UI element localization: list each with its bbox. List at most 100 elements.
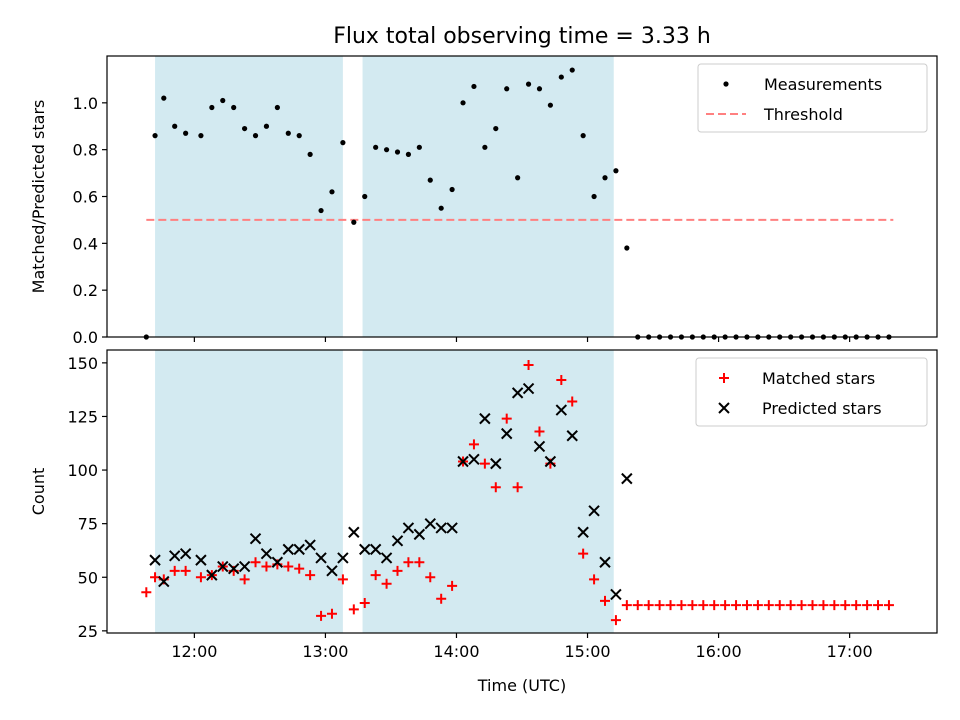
measurement-point	[536, 86, 543, 92]
matched-star-point	[687, 600, 698, 611]
matched-star-point	[774, 600, 785, 611]
predicted-star-point	[621, 472, 633, 485]
matched-star-point	[632, 600, 643, 611]
x-tick-label: 13:00	[302, 642, 348, 661]
measurement-point	[602, 175, 608, 181]
matched-star-point	[807, 600, 818, 611]
matched-star-point	[589, 574, 600, 585]
predicted-star-point	[566, 430, 578, 442]
predicted-star-point	[348, 526, 360, 538]
predicted-star-point	[249, 532, 262, 545]
matched-star-point	[818, 600, 829, 611]
measurement-point	[263, 123, 270, 129]
matched-star-point	[741, 600, 752, 611]
measurement-point	[296, 133, 302, 139]
matched-star-point	[392, 565, 403, 576]
legend-label: Measurements	[764, 75, 882, 94]
matched-star-point	[731, 600, 742, 611]
measurement-point	[362, 193, 368, 200]
measurement-point	[394, 149, 401, 155]
predicted-star-point	[490, 457, 502, 470]
matched-star-point	[501, 413, 512, 424]
matched-star-point	[425, 572, 436, 583]
predicted-star-point	[391, 535, 404, 547]
measurement-point	[460, 100, 466, 106]
matched-star-point	[785, 600, 796, 611]
measurement-point	[482, 144, 488, 150]
matched-star-point	[195, 572, 206, 583]
x-tick-label: 15:00	[564, 642, 610, 661]
matched-star-point	[337, 574, 348, 585]
matched-star-point	[567, 396, 578, 407]
predicted-star-point	[588, 505, 600, 517]
predicted-star-point	[446, 522, 458, 534]
matched-star-point	[359, 597, 370, 608]
matched-star-point	[709, 600, 720, 611]
observing-window-band	[155, 350, 343, 633]
predicted-star-point	[149, 554, 161, 566]
measurement-point	[172, 123, 178, 129]
matched-star-point	[305, 570, 316, 581]
measurement-point	[285, 130, 291, 136]
predicted-star-point	[359, 543, 371, 556]
y-tick-label: 75	[78, 515, 98, 534]
legend-marker-predicted	[718, 402, 730, 414]
predicted-star-point	[555, 404, 568, 416]
predicted-star-point	[369, 543, 382, 556]
y-tick-label: 0.2	[73, 281, 98, 300]
measurement-point	[569, 67, 575, 73]
chart-title: Flux total observing time = 3.33 h	[333, 24, 711, 49]
matched-star-point	[370, 570, 381, 581]
predicted-star-point	[599, 556, 611, 568]
y-tick-label: 25	[78, 622, 98, 641]
y-tick-label: 150	[67, 354, 98, 373]
matched-star-point	[676, 600, 687, 611]
predicted-star-point	[227, 562, 240, 575]
y-tick-label: 0.6	[73, 188, 98, 207]
matched-star-point	[447, 580, 458, 591]
legend-label: Predicted stars	[762, 399, 882, 418]
predicted-star-point	[424, 517, 436, 530]
measurement-point	[340, 140, 346, 146]
x-tick-label: 17:00	[827, 642, 873, 661]
matched-star-point	[348, 604, 359, 615]
measurement-point	[242, 125, 248, 132]
legend: Matched stars Predicted stars	[695, 357, 928, 427]
matched-star-point	[763, 600, 774, 611]
measurement-point	[329, 189, 335, 195]
matched-star-point	[654, 600, 665, 611]
matched-star-point	[600, 595, 610, 606]
predicted-star-point	[238, 560, 251, 573]
measurement-point	[471, 83, 477, 90]
predicted-star-point	[326, 565, 338, 577]
legend-label: Threshold	[763, 105, 843, 124]
matched-star-point	[141, 587, 152, 598]
matched-star-point	[665, 600, 676, 611]
legend: Measurements Threshold	[697, 63, 928, 133]
measurement-point	[209, 104, 215, 111]
measurement-point	[525, 81, 532, 87]
matched-star-point	[610, 615, 621, 626]
predicted-star-point	[271, 556, 284, 568]
measurement-point	[613, 168, 619, 174]
matched-star-point	[796, 600, 807, 611]
measurement-point	[152, 133, 158, 139]
measurement-point	[504, 86, 510, 92]
measurement-point	[351, 219, 357, 225]
predicted-star-point	[315, 552, 327, 564]
legend-marker-matched	[719, 373, 729, 383]
matched-star-point	[643, 600, 654, 611]
matched-star-point	[326, 608, 337, 619]
matched-star-point	[169, 565, 180, 576]
predicted-star-point	[610, 588, 622, 601]
measurement-point	[307, 151, 313, 157]
matched-star-point	[381, 578, 392, 589]
matched-star-point	[490, 482, 501, 493]
legend-marker-measurements	[723, 81, 729, 87]
x-axis-label: Time (UTC)	[477, 676, 566, 695]
predicted-star-point	[457, 455, 469, 468]
x-tick-label: 14:00	[433, 642, 479, 661]
y-tick-label: 100	[67, 461, 98, 480]
y-tick-label: 0.0	[73, 328, 98, 347]
predicted-star-point	[158, 575, 170, 588]
